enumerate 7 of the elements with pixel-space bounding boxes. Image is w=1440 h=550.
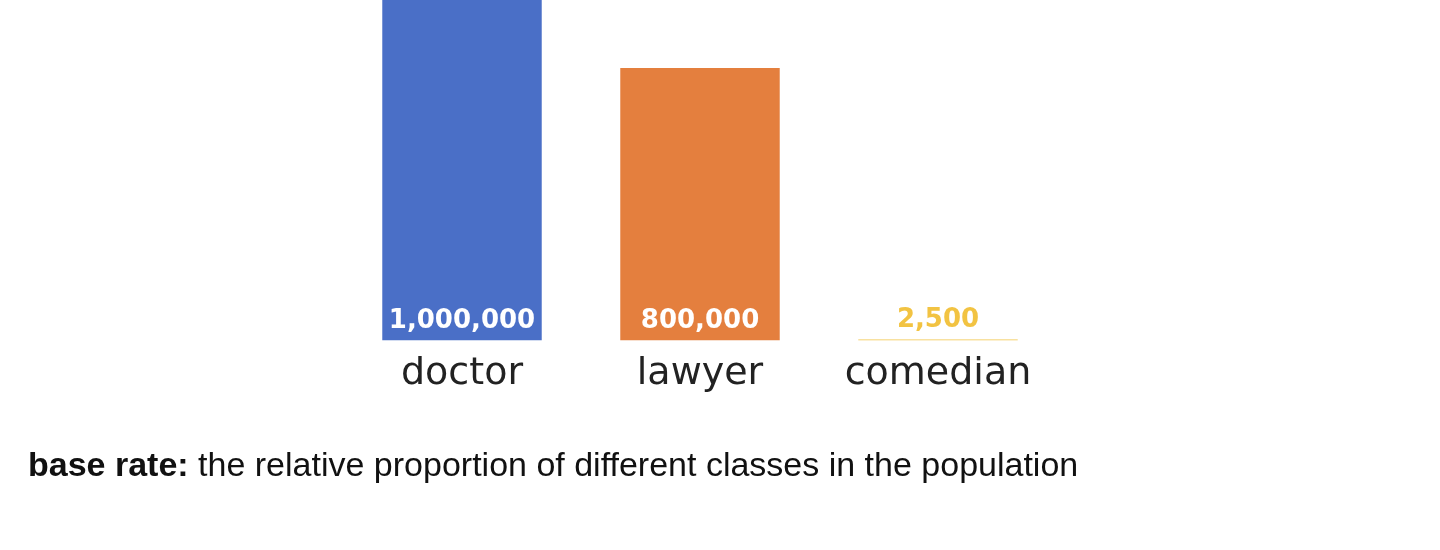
x-tick-label: doctor — [400, 349, 524, 394]
text: base rate: the relative proportion of different classes in the population — [28, 445, 1079, 484]
data-label: 1,000,000 — [388, 304, 536, 335]
x-tick-label: comedian — [844, 349, 1032, 394]
x-tick-label: lawyer — [636, 349, 764, 394]
data-label: 800,000 — [640, 304, 760, 335]
data-label: 2,500 — [896, 303, 980, 334]
